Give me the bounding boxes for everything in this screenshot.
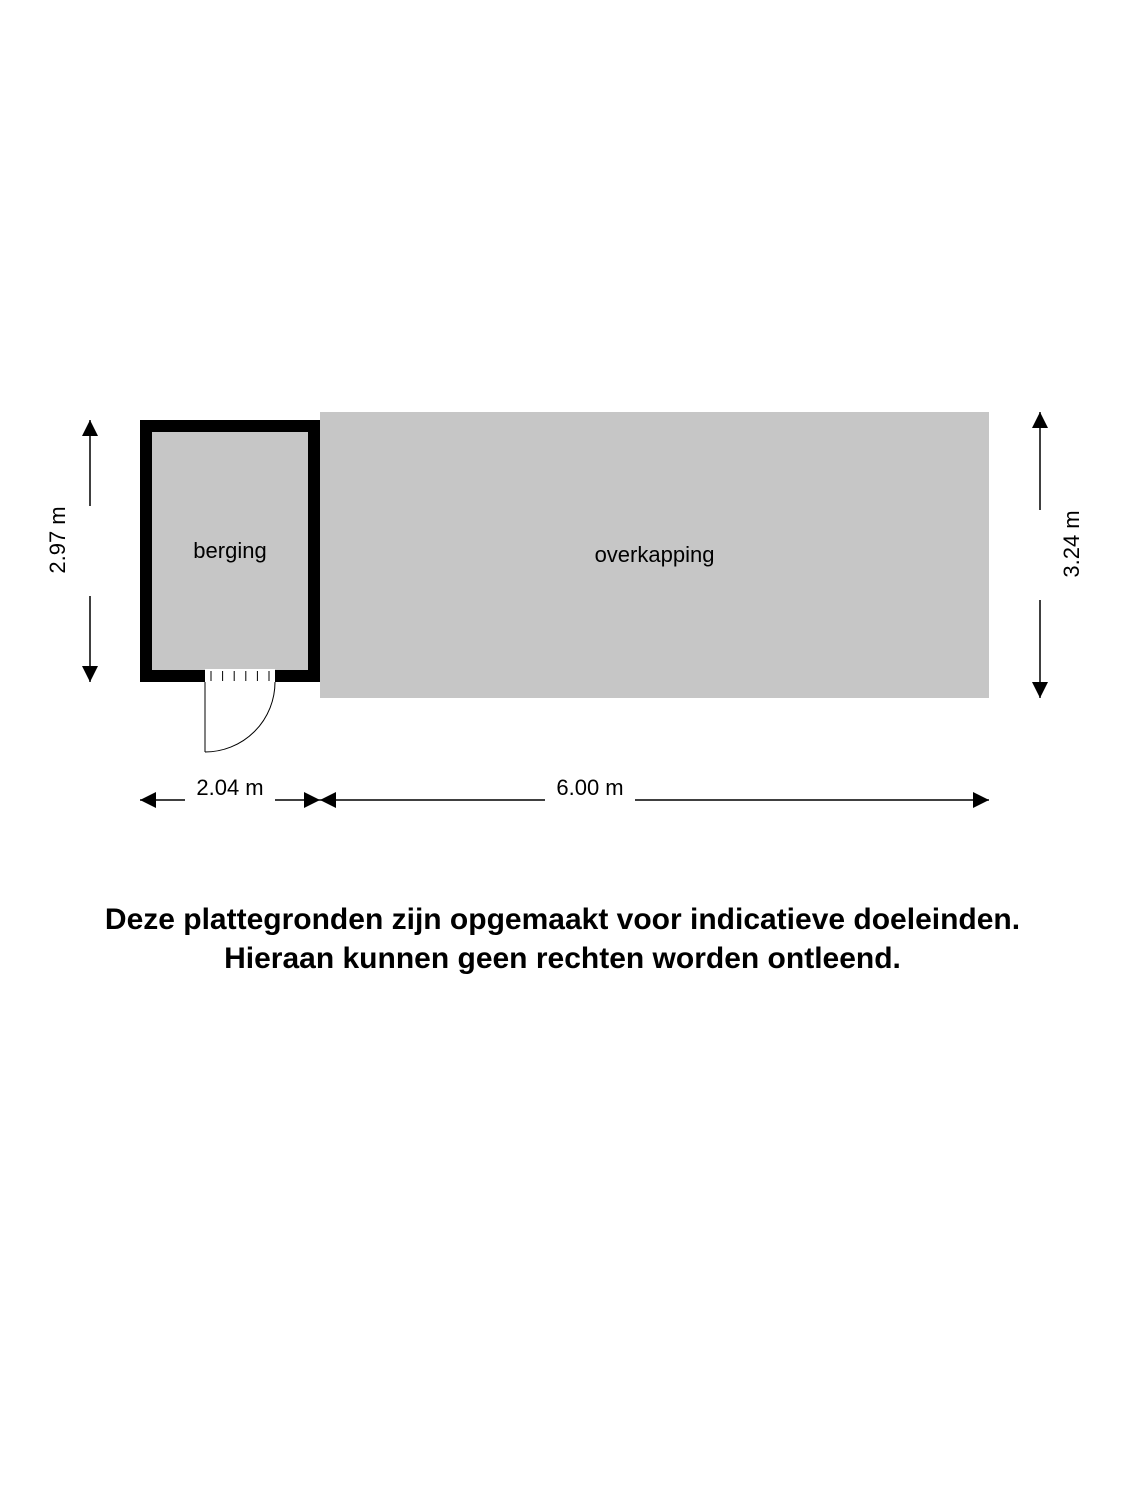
disclaimer-text: Deze plattegronden zijn opgemaakt voor i…: [0, 900, 1125, 978]
dimension-left-label: 2.97 m: [45, 506, 71, 573]
disclaimer-line2: Hieraan kunnen geen rechten worden ontle…: [224, 942, 901, 975]
dimension-right-label: 3.24 m: [1059, 510, 1085, 577]
room-berging: berging: [140, 420, 320, 682]
room-berging-label: berging: [193, 538, 266, 564]
floorplan-canvas: overkapping berging 2.97 m 3.24 m 2.04 m…: [0, 0, 1125, 1500]
room-overkapping: overkapping: [320, 412, 989, 698]
dimension-bottom-right-label: 6.00 m: [556, 775, 623, 801]
dimension-arrows: [0, 0, 1125, 1500]
disclaimer-line1: Deze plattegronden zijn opgemaakt voor i…: [105, 903, 1020, 936]
room-overkapping-label: overkapping: [595, 542, 715, 568]
dimension-bottom-left-label: 2.04 m: [196, 775, 263, 801]
